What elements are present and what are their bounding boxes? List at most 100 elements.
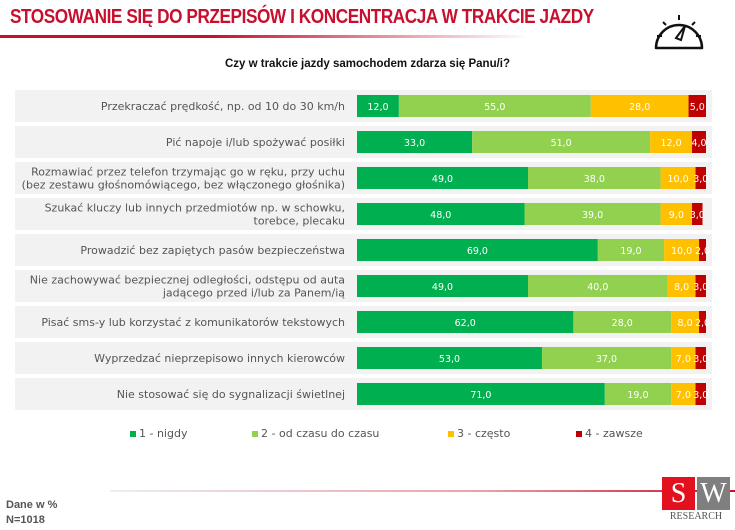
data-label: 19,0 [620,246,641,257]
legend-swatch [252,430,258,437]
title-underline [0,35,530,38]
data-label: 71,0 [470,390,491,401]
bar-segment [528,275,668,297]
logo-research: RESEARCH [669,511,723,522]
data-label: 62,0 [455,318,476,329]
data-label: 7,0 [676,354,691,365]
bar-segment [699,239,706,261]
data-label: 39,0 [582,210,603,221]
data-label: 3,0 [693,282,708,293]
legend-label: 1 - nigdy [139,427,188,440]
data-unit-note: Dane w % [6,499,58,511]
data-label: 8,0 [678,318,693,329]
data-label: 9,0 [669,210,684,221]
data-label: 37,0 [596,354,617,365]
bar-segment [357,347,542,369]
bar-segment [597,239,665,261]
data-label: 3,0 [693,354,708,365]
category-label: Prowadzić bez zapiętych pasów bezpieczeń… [80,244,345,257]
bar-segment [671,383,696,405]
bar-segment [660,167,696,189]
bar-segment [541,347,672,369]
bar-segment [590,95,689,117]
bar-segment [573,311,672,333]
bar-segment [357,239,598,261]
legend-swatch [576,430,582,437]
bar-segment [671,311,700,333]
data-label: 55,0 [484,102,505,113]
legend-item-czesto: 3 - często [448,427,510,440]
speedometer-icon [654,15,704,50]
data-label: 3,0 [690,210,705,221]
category-label: Pić napoje i/lub spożywać posiłki [166,136,345,149]
legend-label: 3 - często [457,427,511,440]
data-label: 69,0 [467,246,488,257]
category-label: Pisać sms-y lub korzystać z komunikatoró… [41,316,345,329]
bar-segment [472,131,651,153]
bar-segment [695,383,706,405]
legend-item-zawsze: 4 - zawsze [576,427,643,440]
bar-segment [699,311,706,333]
legend-label: 4 - zawsze [585,427,643,440]
data-label: 5,0 [690,102,705,113]
footer-note: Dane w % N=1018 [6,498,57,528]
bar-segment [664,239,700,261]
legend-item-nigdy: 1 - nigdy [130,427,187,440]
data-label: 4,0 [691,138,706,149]
bar-segment [667,275,696,297]
logo-w: W [697,477,730,510]
bar-segment [671,347,696,369]
data-label: 28,0 [629,102,650,113]
data-label: 53,0 [439,354,460,365]
logo-s: S [662,477,695,510]
bar-segment [357,203,525,225]
legend-swatch [448,430,454,437]
data-label: 28,0 [612,318,633,329]
bar-segment [398,95,591,117]
data-label: 2,0 [695,246,710,257]
data-label: 7,0 [676,390,691,401]
data-label: 49,0 [432,174,453,185]
category-label: Szukać kluczy lub innych przedmiotów np.… [45,202,345,228]
category-label: Nie stosować się do sygnalizacji świetln… [117,388,345,401]
page-title: STOSOWANIE SIĘ DO PRZEPISÓW I KONCENTRAC… [10,6,594,28]
bar-segment [528,167,661,189]
bar-segment [692,203,703,225]
category-label: Nie zachowywać bezpiecznej odległości, o… [30,274,345,300]
data-label: 48,0 [430,210,451,221]
bar-segment [524,203,661,225]
data-label: 12,0 [367,102,388,113]
bar-segment [357,167,529,189]
bar-segment [695,167,706,189]
category-label: Przekraczać prędkość, np. od 10 do 30 km… [101,100,345,113]
data-label: 33,0 [404,138,425,149]
data-label: 8,0 [674,282,689,293]
data-label: 40,0 [587,282,608,293]
bar-segment [357,95,399,117]
bar-segment [660,203,693,225]
data-label: 12,0 [661,138,682,149]
category-label: Wyprzedzać nieprzepisowo innych kierowcó… [94,352,345,365]
data-label: 10,0 [668,174,689,185]
bar-segment [357,383,605,405]
data-label: 2,0 [695,318,710,329]
footer-divider [110,490,735,492]
bar-segment [650,131,693,153]
bar-segment [604,383,672,405]
data-label: 3,0 [693,390,708,401]
data-label: 19,0 [627,390,648,401]
sw-research-logo: S W RESEARCH [662,477,730,522]
data-label: 3,0 [693,174,708,185]
bar-segment [688,95,706,117]
sample-size-note: N=1018 [6,514,45,526]
bar-segment [695,347,706,369]
data-label: 10,0 [671,246,692,257]
bar-segment [695,275,706,297]
bar-segment [357,275,529,297]
data-label: 51,0 [551,138,572,149]
bar-segment [357,311,574,333]
data-label: 38,0 [584,174,605,185]
legend-item-od-czasu-do-czasu: 2 - od czasu do czasu [252,427,379,440]
bar-segment [357,131,473,153]
bar-segment [692,131,706,153]
